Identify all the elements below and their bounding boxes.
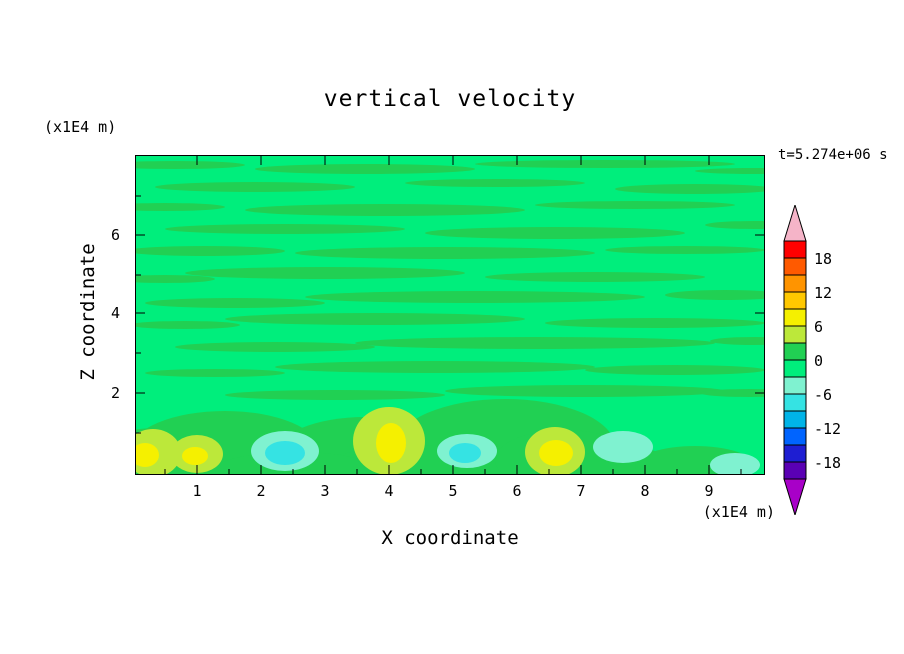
- colorbar-label: 18: [814, 250, 833, 268]
- contour-plot: [135, 155, 765, 475]
- y-tick-label: 2: [110, 384, 120, 402]
- colorbar-label: -18: [814, 454, 842, 472]
- x-tick-label: 8: [640, 482, 650, 500]
- colorbar-segment: [783, 342, 807, 361]
- colorbar-segment: [783, 461, 807, 480]
- colorbar-segment: [783, 376, 807, 395]
- x-axis-unit-label: (x1E4 m): [702, 503, 775, 521]
- contour-streaks: [135, 160, 765, 400]
- colorbar-segment: [783, 444, 807, 463]
- contour-cyan-cores: [265, 441, 481, 465]
- colorbar-above-range-arrow: [783, 205, 807, 242]
- colorbar-label: 6: [814, 318, 824, 336]
- y-tick-label: 6: [110, 226, 120, 244]
- contour-yellow-cores: [135, 423, 573, 467]
- colorbar-segment: [783, 291, 807, 310]
- colorbar-segment: [783, 410, 807, 429]
- x-tick-label: 7: [576, 482, 586, 500]
- y-axis-unit-label: (x1E4 m): [44, 118, 117, 136]
- colorbar-segment: [783, 359, 807, 378]
- colorbar-segment: [783, 257, 807, 276]
- colorbar-segment: [783, 427, 807, 446]
- x-tick-label: 6: [512, 482, 522, 500]
- colorbar-segment: [783, 325, 807, 344]
- colorbar-below-range-arrow: [783, 478, 807, 515]
- x-tick-label: 1: [192, 482, 202, 500]
- colorbar-label: -6: [814, 386, 833, 404]
- x-tick-label: 5: [448, 482, 458, 500]
- x-tick-label: 3: [320, 482, 330, 500]
- colorbar-label: 0: [814, 352, 824, 370]
- time-annotation: t=5.274e+06 s: [778, 147, 888, 163]
- x-axis-title: X coordinate: [381, 527, 519, 549]
- chart-title: vertical velocity: [323, 86, 577, 112]
- x-tick-label: 4: [384, 482, 394, 500]
- colorbar: [783, 205, 807, 515]
- colorbar-segment: [783, 308, 807, 327]
- x-tick-label: 9: [704, 482, 714, 500]
- y-axis-ticks: [135, 195, 765, 434]
- plot-frame: [135, 155, 765, 475]
- colorbar-segment: [783, 240, 807, 259]
- x-tick-label: 2: [256, 482, 266, 500]
- colorbar-segment: [783, 274, 807, 293]
- colorbar-label: -12: [814, 420, 842, 438]
- colorbar-label: 12: [814, 284, 833, 302]
- x-axis-ticks: [164, 155, 742, 475]
- y-tick-label: 4: [110, 304, 120, 322]
- colorbar-segment: [783, 393, 807, 412]
